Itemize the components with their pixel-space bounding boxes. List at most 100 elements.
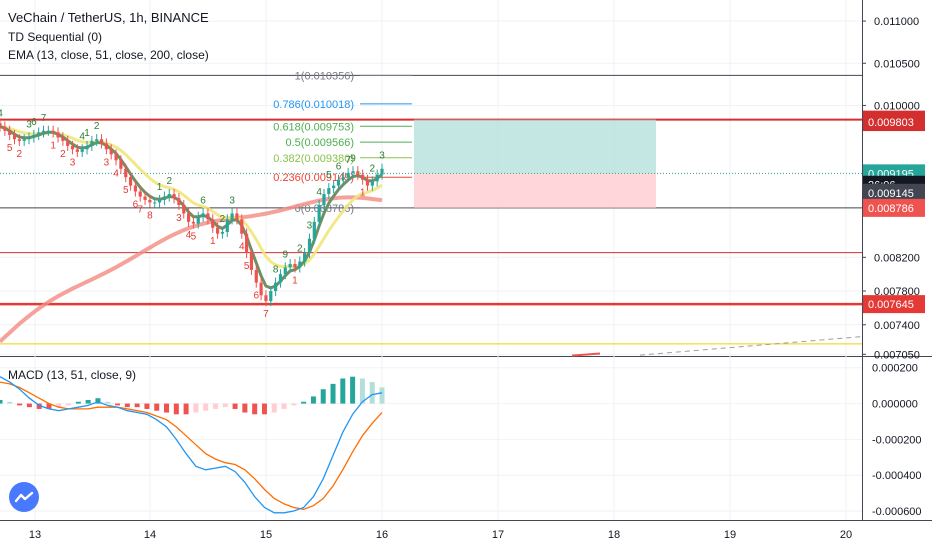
td-sequential-count: 1 bbox=[292, 275, 298, 286]
candle-body bbox=[148, 199, 152, 203]
macd-histogram-bar bbox=[232, 403, 238, 409]
price-axis-tag bbox=[863, 295, 925, 314]
macd-histogram-bar bbox=[124, 403, 130, 408]
candle-body bbox=[211, 219, 215, 228]
macd-histogram-bar bbox=[252, 403, 258, 415]
candle-body bbox=[61, 137, 65, 141]
fib-level-label: 0.382(0.009380) bbox=[273, 153, 354, 165]
td-sequential-count: 5 bbox=[7, 143, 13, 154]
indicator-label-ema[interactable]: EMA (13, close, 51, close, 200, close) bbox=[8, 48, 209, 62]
macd-histogram-bar bbox=[310, 396, 316, 404]
td-sequential-count: 4 bbox=[79, 131, 85, 142]
macd-histogram-bar bbox=[85, 399, 91, 404]
td-sequential-count: 6 bbox=[253, 291, 259, 302]
candle-body bbox=[332, 185, 336, 189]
time-axis-tick-label: 18 bbox=[608, 529, 620, 541]
candle-body bbox=[80, 149, 84, 152]
td-sequential-count: 6 bbox=[133, 199, 139, 210]
candle-body bbox=[46, 130, 50, 132]
macd-histogram-bar bbox=[291, 403, 297, 406]
candle-body bbox=[41, 130, 46, 133]
fib-level-label: 1(0.010356) bbox=[295, 70, 354, 82]
candle-body bbox=[220, 231, 225, 234]
candle-body bbox=[196, 216, 200, 224]
td-sequential-count: 8 bbox=[147, 210, 153, 221]
fib-level-label: 0.786(0.010018) bbox=[273, 99, 354, 111]
candle-body bbox=[283, 267, 287, 275]
macd-histogram-bar bbox=[261, 403, 267, 415]
candle-body bbox=[235, 213, 239, 220]
td-sequential-count: 6 bbox=[200, 195, 206, 206]
td-sequential-count: 6 bbox=[31, 117, 37, 128]
price-axis-tag-label: 0.009145 bbox=[868, 188, 914, 200]
candle-body bbox=[8, 130, 12, 135]
price-axis-tick-label: 0.008200 bbox=[874, 252, 920, 264]
macd-histogram-bar bbox=[115, 403, 121, 406]
time-axis-tick-label: 19 bbox=[724, 529, 736, 541]
tradingview-cloud-icon[interactable] bbox=[9, 482, 39, 512]
candle-body bbox=[114, 154, 118, 161]
td-sequential-count: 5 bbox=[191, 232, 197, 243]
td-sequential-count: 3 bbox=[229, 195, 235, 206]
td-sequential-count: 3 bbox=[176, 213, 182, 224]
candle-body bbox=[133, 185, 137, 192]
candle-body bbox=[312, 221, 316, 239]
td-sequential-count: 2 bbox=[220, 214, 226, 225]
candle-body bbox=[375, 174, 379, 182]
candle-body bbox=[215, 227, 220, 234]
indicator-label-td[interactable]: TD Sequential (0) bbox=[8, 30, 103, 44]
macd-histogram-bar bbox=[203, 403, 209, 411]
time-axis-tick-label: 20 bbox=[840, 529, 852, 541]
macd-histogram-bar bbox=[320, 389, 326, 404]
macd-histogram-bar bbox=[350, 376, 356, 404]
macd-histogram-bar bbox=[56, 403, 62, 408]
candle-body bbox=[225, 219, 229, 232]
candle-body bbox=[230, 213, 234, 220]
macd-histogram-bar bbox=[36, 403, 42, 409]
macd-histogram-bar bbox=[330, 383, 336, 404]
indicator-label-macd[interactable]: MACD (13, 51, close, 9) bbox=[8, 368, 137, 382]
td-sequential-count: 1 bbox=[84, 128, 90, 139]
candle-body bbox=[201, 213, 205, 217]
macd-histogram-bar bbox=[134, 403, 140, 408]
candle-body bbox=[278, 274, 283, 283]
macd-histogram-bar bbox=[193, 403, 199, 413]
macd-histogram-bar bbox=[242, 403, 248, 413]
macd-histogram-bar bbox=[271, 403, 277, 413]
position-target-zone bbox=[414, 119, 656, 174]
candle-body bbox=[240, 219, 244, 234]
fib-level-label: 0.618(0.009753) bbox=[273, 121, 354, 133]
fib-level-label: 0.5(0.009566) bbox=[286, 137, 355, 149]
ema-51-line bbox=[0, 125, 383, 269]
candle-body bbox=[245, 233, 249, 254]
candle-body bbox=[317, 204, 321, 222]
candle-body bbox=[186, 213, 191, 222]
macd-axis-tick-label: -0.000200 bbox=[872, 434, 922, 446]
candle-body bbox=[172, 194, 176, 199]
td-sequential-count: 7 bbox=[41, 113, 47, 124]
macd-line bbox=[0, 376, 383, 514]
macd-histogram-bar bbox=[369, 382, 375, 404]
price-axis-tick-label: 0.007400 bbox=[874, 320, 920, 332]
price-axis-tick-label: 0.007050 bbox=[874, 349, 920, 361]
td-sequential-count: 9 bbox=[283, 249, 289, 260]
macd-histogram-bar bbox=[66, 403, 72, 406]
candle-body bbox=[322, 194, 326, 205]
candle-body bbox=[143, 196, 147, 200]
macd-histogram-bar bbox=[154, 403, 160, 411]
macd-histogram-bar bbox=[75, 401, 81, 404]
candle-body bbox=[167, 194, 171, 197]
candle-body bbox=[303, 253, 307, 262]
candle-body bbox=[269, 291, 273, 302]
price-axis-tag-label: 0.007645 bbox=[868, 299, 914, 311]
macd-histogram-bar bbox=[222, 403, 228, 408]
candle-body bbox=[17, 139, 21, 141]
candle-body bbox=[37, 132, 41, 135]
price-axis-tag bbox=[863, 113, 925, 132]
candle-body bbox=[109, 149, 113, 155]
candle-body bbox=[191, 221, 196, 224]
macd-histogram-bar bbox=[0, 399, 3, 404]
candle-body bbox=[249, 253, 254, 270]
candle-body bbox=[70, 145, 75, 150]
